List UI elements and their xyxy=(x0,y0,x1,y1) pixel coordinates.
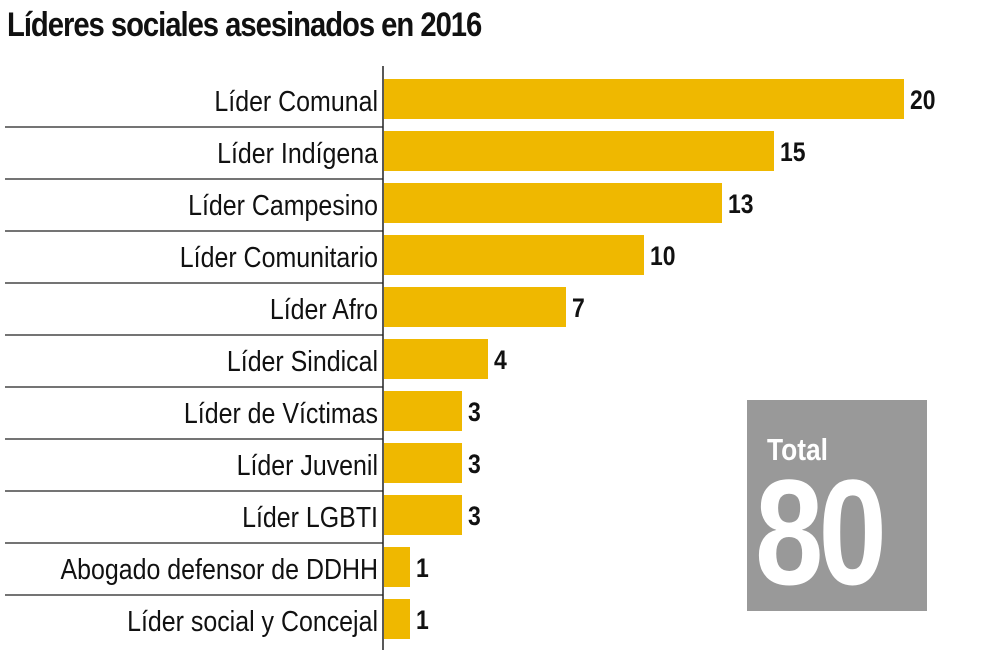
value-label: 7 xyxy=(572,293,585,323)
bar xyxy=(384,79,904,119)
value-label: 1 xyxy=(416,553,429,583)
category-label: Líder Afro xyxy=(270,294,378,326)
bar xyxy=(384,391,462,431)
bar xyxy=(384,131,774,171)
total-box: Total 80 xyxy=(747,400,927,616)
category-label: Líder Juvenil xyxy=(237,450,378,482)
value-label: 20 xyxy=(910,85,936,115)
bar xyxy=(384,183,722,223)
category-label: Líder de Víctimas xyxy=(184,398,378,430)
value-label: 3 xyxy=(468,501,481,531)
value-label: 1 xyxy=(416,605,429,635)
value-label: 13 xyxy=(728,189,754,219)
category-labels: Líder Comunal Líder Indígena Líder Campesi… xyxy=(61,86,379,638)
category-label: Líder Comunal xyxy=(214,86,378,118)
category-label: Líder Indígena xyxy=(217,138,379,170)
category-label: Líder Comunitario xyxy=(180,242,378,274)
value-label: 3 xyxy=(468,397,481,427)
value-label: 4 xyxy=(494,345,507,375)
category-label: Líder Campesino xyxy=(188,190,378,222)
value-label: 3 xyxy=(468,449,481,479)
row-separators xyxy=(5,126,383,596)
bar xyxy=(384,339,488,379)
bar xyxy=(384,235,644,275)
category-label: Abogado defensor de DDHH xyxy=(61,554,379,586)
bar xyxy=(384,443,462,483)
bar xyxy=(384,495,462,535)
category-label: Líder Sindical xyxy=(227,346,378,378)
total-label: Total xyxy=(767,432,828,467)
category-label: Líder social y Concejal xyxy=(127,606,378,638)
category-label: Líder LGBTI xyxy=(242,502,378,534)
total-value: 80 xyxy=(755,448,887,616)
bars xyxy=(384,79,904,639)
bar xyxy=(384,547,410,587)
value-label: 15 xyxy=(780,137,806,167)
chart-title: Líderes sociales asesinados en 2016 xyxy=(7,6,482,44)
value-label: 10 xyxy=(650,241,676,271)
bar xyxy=(384,599,410,639)
bar xyxy=(384,287,566,327)
